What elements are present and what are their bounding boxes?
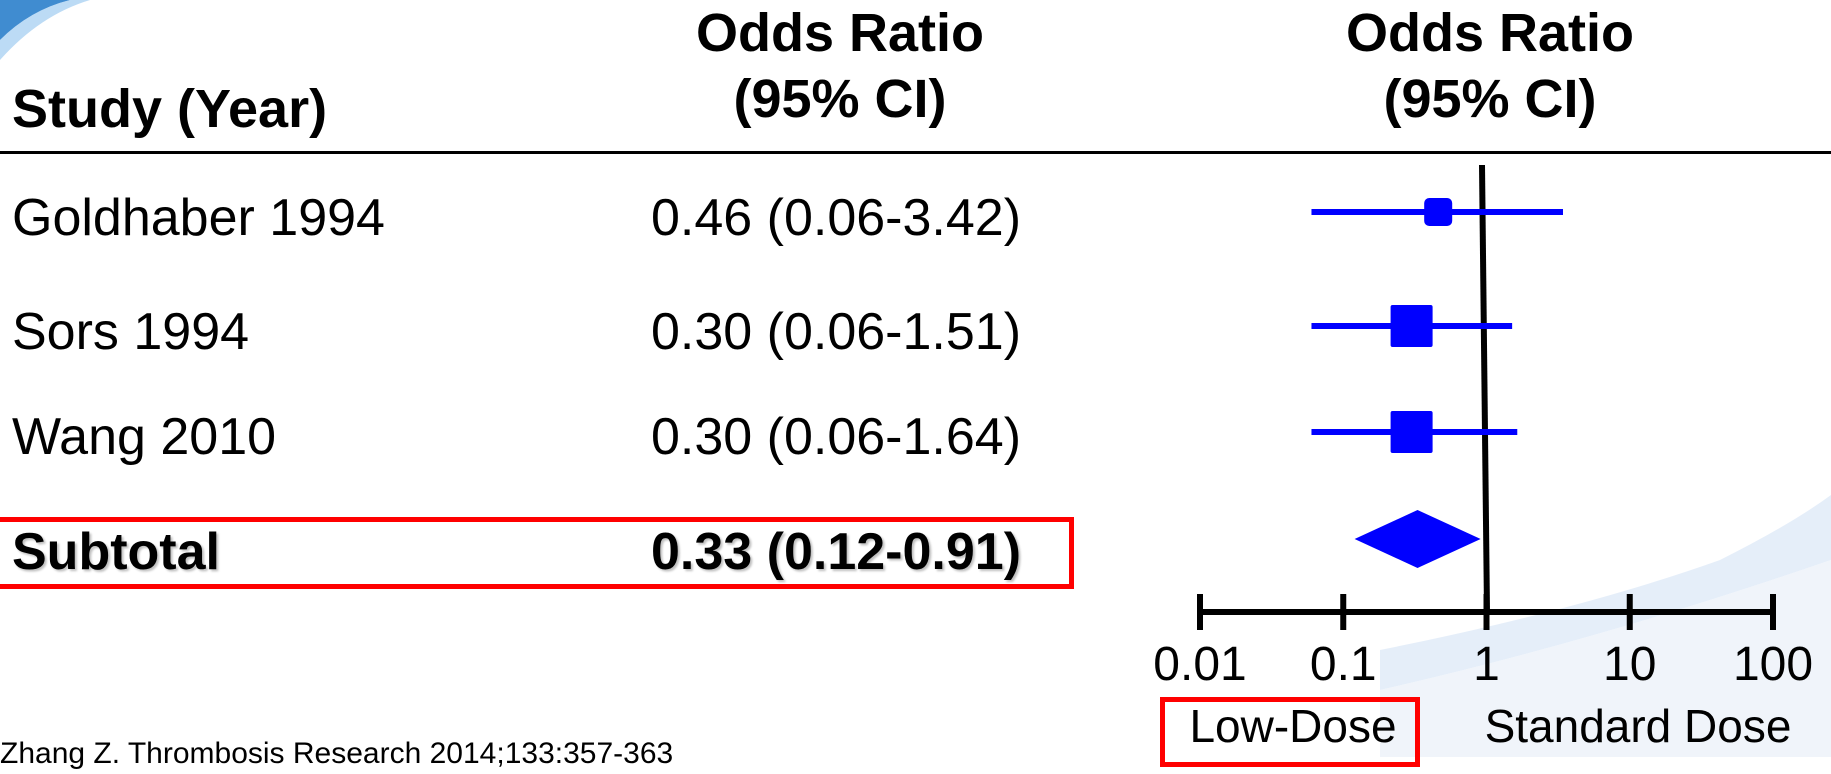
odds-ratio-text-column-header: Odds Ratio (95% CI): [690, 0, 990, 132]
x-tick-label-1: 0.1: [1310, 638, 1377, 691]
x-tick-label-3: 10: [1603, 638, 1656, 691]
or-left-header-line2: (95% CI): [733, 69, 947, 129]
low-dose-caption: Low-Dose: [1189, 700, 1396, 752]
forest-plot: 0.01 0.1 1 10 100 Low-Dose Standard Dose: [1153, 164, 1813, 752]
study-name-goldhaber: Goldhaber 1994: [12, 189, 385, 247]
point-marker-goldhaber-1994: [1424, 198, 1453, 226]
study-name-wang: Wang 2010: [12, 408, 277, 466]
study-name-sors: Sors 1994: [12, 303, 250, 361]
point-marker-wang-2010: [1390, 411, 1433, 453]
study-column-header: Study (Year): [12, 76, 327, 142]
or-right-header-line1: Odds Ratio: [1345, 3, 1634, 63]
study-header-label: Study (Year): [12, 79, 328, 139]
x-tick-label-2: 1: [1473, 638, 1500, 691]
reference-line: [1479, 164, 1490, 613]
or-left-header-line1: Odds Ratio: [695, 3, 984, 63]
point-marker-sors-1994: [1390, 305, 1433, 347]
ci-text-wang: 0.30 (0.06-1.64): [651, 408, 1022, 466]
header-divider: [0, 151, 1831, 154]
odds-ratio-plot-column-header: Odds Ratio (95% CI): [1340, 0, 1640, 132]
subtotal-ci-text: 0.33 (0.12-0.91): [651, 523, 1022, 581]
x-tick-label-0: 0.01: [1153, 638, 1246, 691]
citation-text: Zhang Z. Thrombosis Research 2014;133:35…: [0, 737, 674, 770]
x-tick-label-4: 100: [1733, 638, 1813, 691]
standard-dose-caption: Standard Dose: [1485, 700, 1792, 752]
or-right-header-line2: (95% CI): [1383, 69, 1597, 129]
ci-text-goldhaber: 0.46 (0.06-3.42): [651, 189, 1022, 247]
subtotal-diamond: [1354, 510, 1481, 568]
subtotal-label: Subtotal: [12, 523, 220, 581]
ci-text-sors: 0.30 (0.06-1.51): [651, 303, 1022, 361]
subtotal-highlight-box: [0, 517, 1074, 589]
